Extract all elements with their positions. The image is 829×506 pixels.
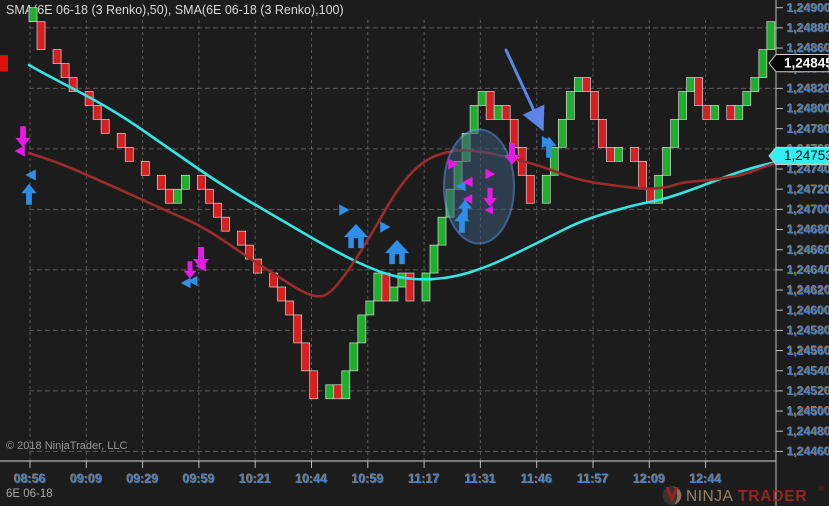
svg-text:12:09: 12:09 <box>633 472 665 486</box>
svg-text:6E 06-18: 6E 06-18 <box>6 488 53 500</box>
svg-text:11:31: 11:31 <box>465 472 496 486</box>
svg-text:11:17: 11:17 <box>408 472 439 486</box>
svg-text:09:29: 09:29 <box>127 472 159 486</box>
svg-text:1,24700: 1,24700 <box>787 203 829 217</box>
svg-text:12:44: 12:44 <box>690 472 722 486</box>
svg-text:1,24520: 1,24520 <box>787 384 829 398</box>
svg-text:11:57: 11:57 <box>577 472 608 486</box>
svg-text:1,24820: 1,24820 <box>787 82 829 96</box>
svg-text:1,24880: 1,24880 <box>787 21 829 35</box>
svg-text:09:09: 09:09 <box>70 472 102 486</box>
svg-text:10:21: 10:21 <box>239 472 271 486</box>
svg-text:1,24620: 1,24620 <box>787 283 829 297</box>
svg-text:1,24780: 1,24780 <box>787 122 829 136</box>
svg-text:09:59: 09:59 <box>183 472 215 486</box>
svg-text:1,24860: 1,24860 <box>787 41 829 55</box>
svg-text:1,24540: 1,24540 <box>787 364 829 378</box>
svg-text:10:44: 10:44 <box>296 472 328 486</box>
svg-text:08:56: 08:56 <box>14 472 46 486</box>
svg-text:1,24845: 1,24845 <box>784 55 829 70</box>
svg-text:1,24560: 1,24560 <box>787 344 829 358</box>
svg-text:1,24680: 1,24680 <box>787 223 829 237</box>
svg-text:1,24900: 1,24900 <box>787 1 829 15</box>
svg-text:TRADER: TRADER <box>738 488 807 505</box>
svg-text:11:46: 11:46 <box>521 472 552 486</box>
svg-text:1,24480: 1,24480 <box>787 424 829 438</box>
svg-text:1,24720: 1,24720 <box>787 182 829 196</box>
svg-text:1,24753: 1,24753 <box>784 148 829 163</box>
svg-text:1,24600: 1,24600 <box>787 303 829 317</box>
svg-text:1,24800: 1,24800 <box>787 102 829 116</box>
svg-text:1,24580: 1,24580 <box>787 324 829 338</box>
svg-text:SMA(6E 06-18 (3 Renko),50), SM: SMA(6E 06-18 (3 Renko),50), SMA(6E 06-18… <box>6 3 344 17</box>
svg-text:1,24500: 1,24500 <box>787 404 829 418</box>
svg-text:© 2018 NinjaTrader, LLC: © 2018 NinjaTrader, LLC <box>6 440 127 452</box>
svg-text:10:59: 10:59 <box>352 472 384 486</box>
svg-text:1,24640: 1,24640 <box>787 263 829 277</box>
svg-text:®: ® <box>819 485 825 493</box>
svg-text:1,24660: 1,24660 <box>787 243 829 257</box>
svg-text:NINJA: NINJA <box>686 488 733 505</box>
svg-text:1,24460: 1,24460 <box>787 445 829 459</box>
